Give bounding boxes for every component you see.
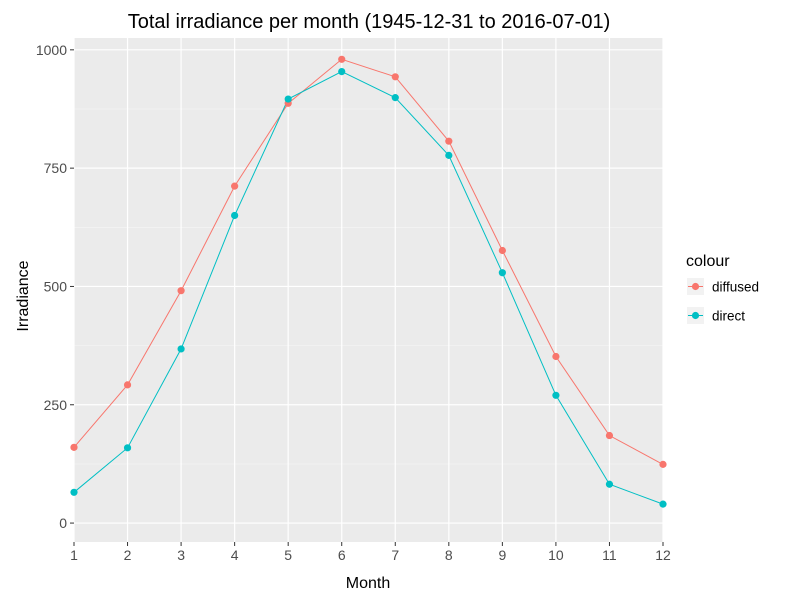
x-tick-label: 3: [177, 547, 185, 563]
data-point-direct: [123, 444, 132, 452]
data-point-direct: [552, 391, 560, 399]
y-tick-label: 0: [59, 515, 67, 531]
data-point-direct: [284, 95, 292, 103]
y-tick-label: 250: [44, 397, 68, 413]
x-tick-label: 5: [284, 547, 292, 563]
series-line-diffused: [73, 58, 664, 465]
y-tick-label: 1000: [36, 42, 67, 58]
data-point-diffused: [659, 460, 667, 468]
data-point-direct: [659, 500, 667, 508]
legend-title: colour: [686, 253, 730, 270]
y-tick-label: 750: [44, 160, 68, 176]
x-tick-label: 11: [602, 547, 617, 563]
data-point-direct: [70, 488, 78, 496]
data-point-diffused: [123, 381, 132, 389]
x-tick-label: 9: [498, 547, 506, 563]
data-point-direct: [177, 345, 185, 353]
data-point-diffused: [70, 443, 78, 451]
data-point-diffused: [552, 352, 560, 361]
data-point-diffused: [498, 246, 506, 255]
chart-title: Total irradiance per month (1945-12-31 t…: [128, 11, 611, 33]
legend-label-direct: direct: [712, 309, 745, 324]
x-tick-label: 2: [124, 547, 132, 563]
data-point-direct: [605, 480, 614, 488]
data-point-direct: [391, 94, 399, 102]
x-tick-label: 4: [231, 547, 239, 563]
data-point-diffused: [391, 73, 399, 81]
x-tick-label: 6: [338, 547, 346, 563]
data-point-diffused: [445, 137, 453, 145]
legend-label-diffused: diffused: [712, 280, 759, 295]
legend-key-point: [691, 282, 700, 291]
x-tick-label: 7: [391, 547, 399, 563]
plot-panel: [74, 38, 663, 542]
data-point-direct: [445, 151, 453, 159]
data-point-diffused: [231, 182, 239, 190]
legend: colour diffused direct: [686, 253, 759, 324]
x-tick-label: 12: [655, 547, 671, 563]
series-line-direct: [73, 71, 664, 505]
x-tick-label: 10: [548, 547, 564, 563]
y-tick-label: 500: [44, 278, 68, 294]
data-point-direct: [338, 68, 346, 76]
data-point-direct: [231, 211, 239, 220]
data-point-direct: [498, 269, 506, 277]
data-point-diffused: [605, 431, 614, 440]
x-tick-label: 8: [445, 547, 453, 563]
legend-key-point: [691, 311, 700, 320]
data-point-diffused: [338, 55, 346, 63]
x-axis-title: Month: [346, 575, 390, 592]
y-axis-title: Irradiance: [15, 260, 32, 331]
data-point-diffused: [177, 287, 185, 295]
x-tick-label: 1: [70, 547, 78, 563]
